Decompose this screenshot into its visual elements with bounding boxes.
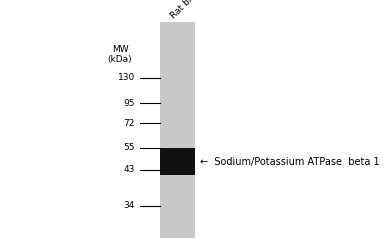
Bar bbox=[160, 22, 195, 238]
Text: 130: 130 bbox=[118, 74, 135, 82]
Bar bbox=[160, 148, 195, 175]
Text: 95: 95 bbox=[124, 98, 135, 108]
Text: ←  Sodium/Potassium ATPase  beta 1: ← Sodium/Potassium ATPase beta 1 bbox=[200, 156, 380, 166]
Text: 55: 55 bbox=[124, 144, 135, 152]
Text: MW
(kDa): MW (kDa) bbox=[108, 45, 132, 64]
Text: 34: 34 bbox=[124, 202, 135, 210]
Text: 43: 43 bbox=[124, 166, 135, 174]
Text: 72: 72 bbox=[124, 118, 135, 128]
Text: Rat brain: Rat brain bbox=[169, 0, 204, 20]
